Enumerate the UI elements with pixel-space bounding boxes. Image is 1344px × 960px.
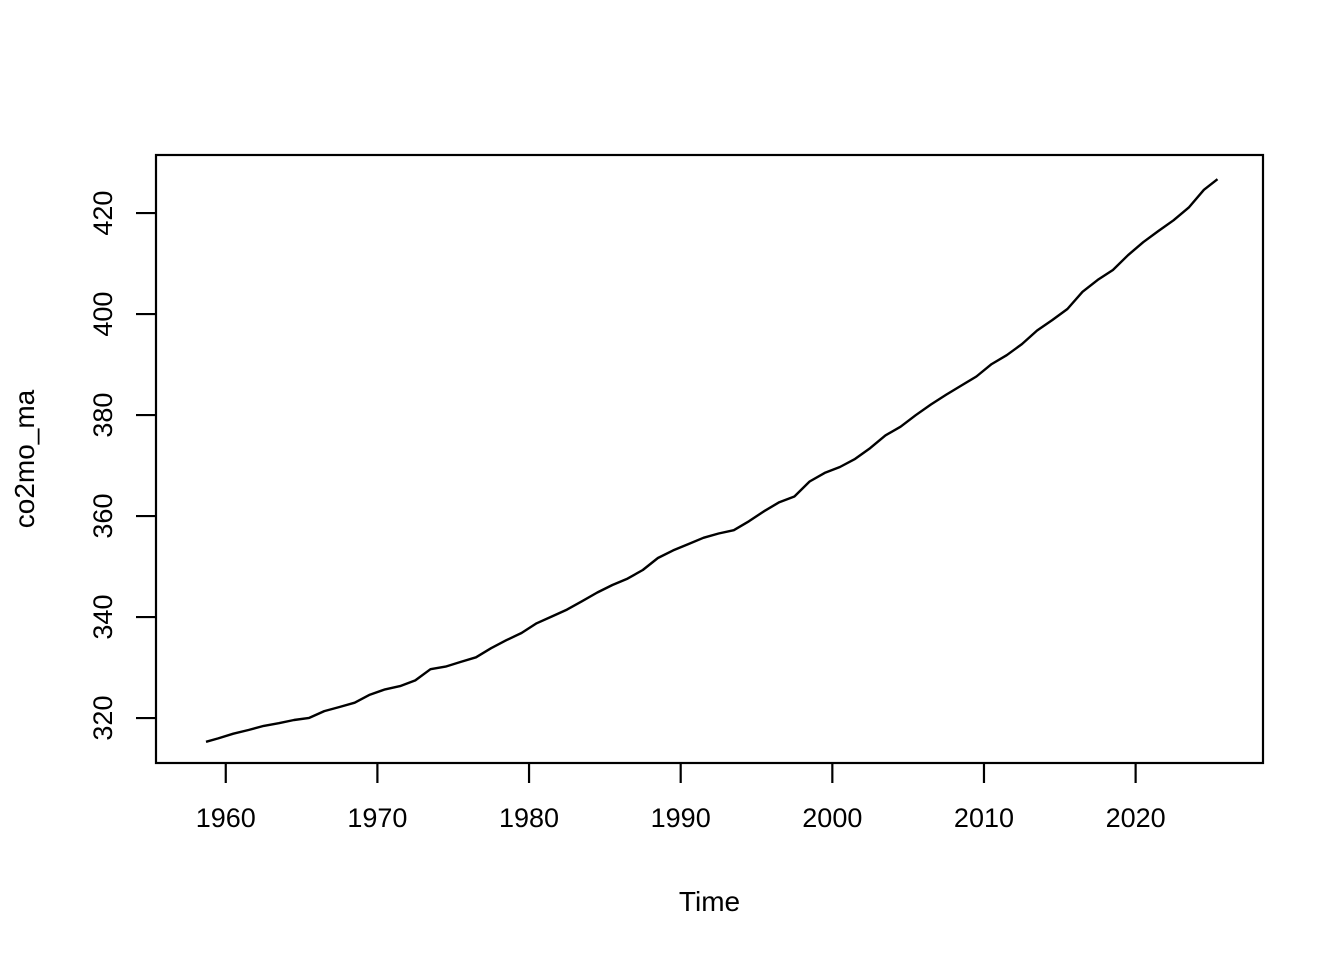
x-tick-label: 1960: [196, 803, 256, 833]
y-tick-label: 400: [88, 292, 118, 337]
x-tick-label: 1990: [651, 803, 711, 833]
x-axis-ticks: [224, 763, 1137, 783]
x-tick-label: 1980: [499, 803, 559, 833]
x-axis-tick-labels: 1960 1970 1980 1990 2000 2010 2020: [196, 803, 1166, 833]
x-tick-label: 2020: [1106, 803, 1166, 833]
y-tick-label: 360: [88, 494, 118, 539]
y-tick-label: 320: [88, 696, 118, 741]
y-axis-title: co2mo_ma: [9, 389, 40, 528]
plot-box: [154, 153, 1265, 765]
y-tick-label: 420: [88, 191, 118, 236]
x-tick-label: 1970: [347, 803, 407, 833]
co2-series-line: [205, 178, 1219, 743]
y-axis-ticks: [136, 211, 156, 720]
x-axis-title: Time: [679, 886, 740, 917]
y-axis-tick-labels: 320 340 360 380 400 420: [88, 191, 118, 741]
y-tick-label: 380: [88, 393, 118, 438]
y-tick-label: 340: [88, 595, 118, 640]
x-tick-label: 2010: [954, 803, 1014, 833]
x-tick-label: 2000: [802, 803, 862, 833]
